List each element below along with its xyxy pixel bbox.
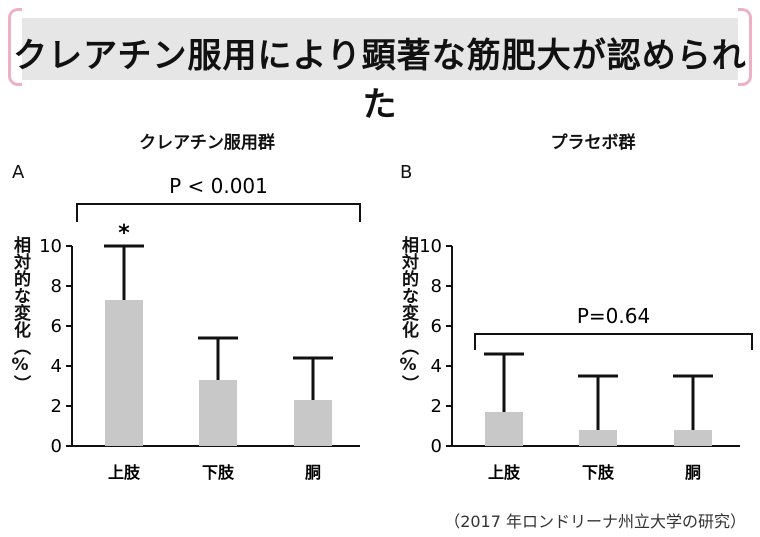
chart-a-ytick-label: 2 [51, 396, 62, 417]
source-note: （2017 年ロンドリーナ州立大学の研究） [444, 512, 746, 531]
chart-b-ytick-label: 8 [431, 276, 442, 297]
chart-b-ytick-label: 4 [431, 356, 442, 377]
chart-b: 0 2 4 6 8 10 上肢 下肢 胴 P=0.64 [419, 236, 753, 482]
chart-a-category-label: 下肢 [202, 463, 235, 482]
chart-b-ytick-label: 10 [419, 236, 442, 257]
chart-a-category-label: 上肢 [108, 463, 141, 482]
chart-a-ytick-label: 0 [51, 436, 62, 457]
chart-a-category-label: 胴 [305, 463, 321, 482]
chart-a-ytick-label: 10 [39, 236, 62, 257]
chart-b-title: プラセボ群 [550, 133, 636, 153]
banner-right-bracket [738, 8, 752, 86]
chart-a-significance-marker: * [118, 221, 130, 246]
chart-b-bar [579, 430, 617, 446]
chart-a-bar [105, 300, 143, 446]
chart-b-ytick-label: 2 [431, 396, 442, 417]
chart-a-bar [294, 400, 332, 446]
chart-a-annotation-bracket [76, 203, 361, 222]
chart-b-bar [485, 412, 523, 446]
chart-b-category-label: 下肢 [582, 463, 615, 482]
chart-b-category-label: 上肢 [488, 463, 521, 482]
title-banner: クレアチン服用により顕著な筋肥大が認められた [8, 8, 752, 125]
chart-b-ytick-label: 6 [431, 316, 442, 337]
chart-b-annotation-bracket [474, 333, 753, 350]
chart-a-bar [199, 380, 237, 446]
panel-a-label: A [12, 162, 25, 183]
banner-left-bracket [8, 8, 22, 86]
chart-b-annotation: P=0.64 [577, 304, 650, 328]
chart-b-ylabel: 相対的な変化（%） [398, 236, 418, 392]
chart-b-category-label: 胴 [685, 463, 701, 482]
panel-b-label: B [400, 162, 413, 183]
chart-a-annotation: P < 0.001 [169, 174, 268, 198]
chart-a-ytick-label: 6 [51, 316, 62, 337]
chart-a-ytick-label: 8 [51, 276, 62, 297]
banner-background [22, 18, 738, 80]
chart-a-ytick-label: 4 [51, 356, 62, 377]
chart-a-ylabel: 相対的な変化（%） [10, 236, 30, 392]
banner-title: クレアチン服用により顕著な筋肥大が認められた [13, 36, 747, 125]
chart-a: 0 2 4 6 8 10 * 上肢 下肢 胴 P < 0.001 [39, 174, 361, 482]
chart-b-ytick-label: 0 [431, 436, 442, 457]
chart-b-bar [674, 430, 712, 446]
chart-a-title: クレアチン服用群 [139, 133, 275, 153]
